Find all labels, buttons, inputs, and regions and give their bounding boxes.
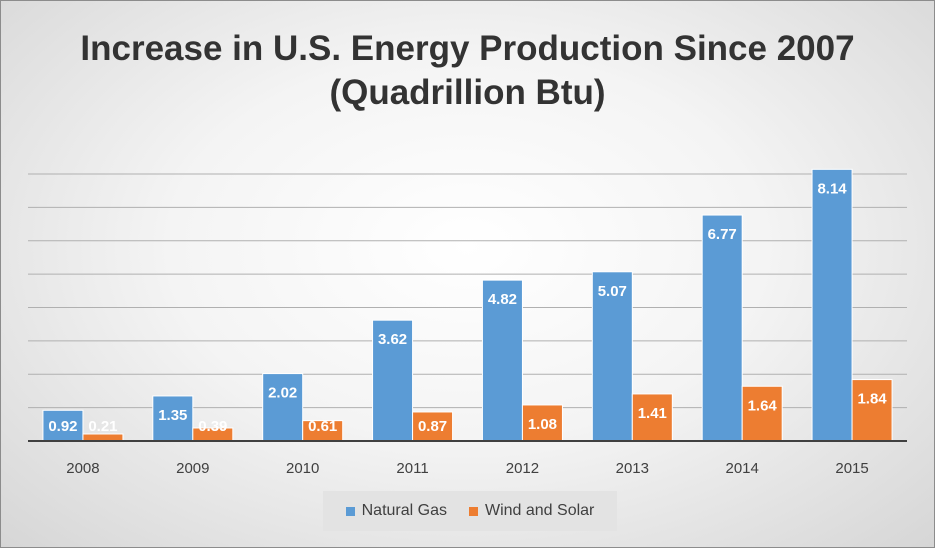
- x-tick-label-2014: 2014: [726, 460, 759, 477]
- legend-label-wind-solar: Wind and Solar: [484, 502, 595, 519]
- bar-natural-gas-2014: [701, 214, 743, 442]
- data-label-wind-solar-2012: 1.08: [528, 416, 557, 433]
- x-tick-label-2015: 2015: [835, 460, 868, 477]
- data-label-natural-gas-2008: 0.92: [48, 418, 77, 435]
- chart-subtitle: (Quadrillion Btu): [329, 73, 606, 112]
- x-tick-label-2009: 2009: [176, 460, 209, 477]
- bar-wind-solar-2014: [741, 385, 783, 442]
- legend-swatch-wind-solar: [468, 506, 478, 516]
- data-label-wind-solar-2011: 0.87: [418, 418, 447, 435]
- x-tick-label-2008: 2008: [66, 460, 99, 477]
- data-label-wind-solar-2013: 1.41: [638, 405, 667, 422]
- bar-wind-solar-2015: [851, 379, 893, 442]
- legend-label-natural-gas: Natural Gas: [361, 502, 447, 519]
- bar-wind-solar-2013: [631, 393, 673, 442]
- data-label-wind-solar-2014: 1.64: [748, 397, 778, 414]
- data-label-natural-gas-2010: 2.02: [268, 385, 297, 402]
- bar-natural-gas-2013: [591, 271, 633, 442]
- data-label-wind-solar-2015: 1.84: [857, 391, 887, 408]
- legend-swatch-natural-gas: [345, 506, 355, 516]
- data-label-wind-solar-2008: 0.21: [88, 418, 117, 435]
- chart-title: Increase in U.S. Energy Production Since…: [1, 27, 934, 115]
- legend-item-natural-gas: Natural Gas: [345, 502, 447, 520]
- data-label-natural-gas-2014: 6.77: [708, 226, 737, 243]
- legend: Natural Gas Wind and Solar: [323, 491, 617, 531]
- data-label-wind-solar-2009: 0.39: [198, 418, 227, 435]
- chart-title-line: Increase in U.S. Energy Production Since…: [80, 29, 855, 68]
- bar-natural-gas-2009: [152, 395, 194, 442]
- bar-natural-gas-2010: [262, 373, 304, 442]
- data-label-natural-gas-2013: 5.07: [598, 283, 627, 300]
- data-label-wind-solar-2010: 0.61: [308, 418, 337, 435]
- bar-wind-solar-2008: [82, 433, 124, 442]
- bar-wind-solar-2011: [412, 411, 454, 442]
- x-tick-label-2011: 2011: [396, 460, 428, 477]
- bar-wind-solar-2012: [521, 404, 563, 442]
- x-tick-label-2010: 2010: [286, 460, 319, 477]
- bar-natural-gas-2015: [811, 168, 853, 442]
- data-label-natural-gas-2009: 1.35: [158, 407, 187, 424]
- data-label-natural-gas-2011: 3.62: [378, 331, 407, 348]
- data-label-natural-gas-2012: 4.82: [488, 291, 517, 308]
- legend-item-wind-solar: Wind and Solar: [468, 502, 595, 520]
- x-tick-label-2012: 2012: [506, 460, 539, 477]
- bar-natural-gas-2011: [372, 319, 414, 442]
- x-tick-label-2013: 2013: [616, 460, 649, 477]
- data-label-natural-gas-2015: 8.14: [817, 180, 847, 197]
